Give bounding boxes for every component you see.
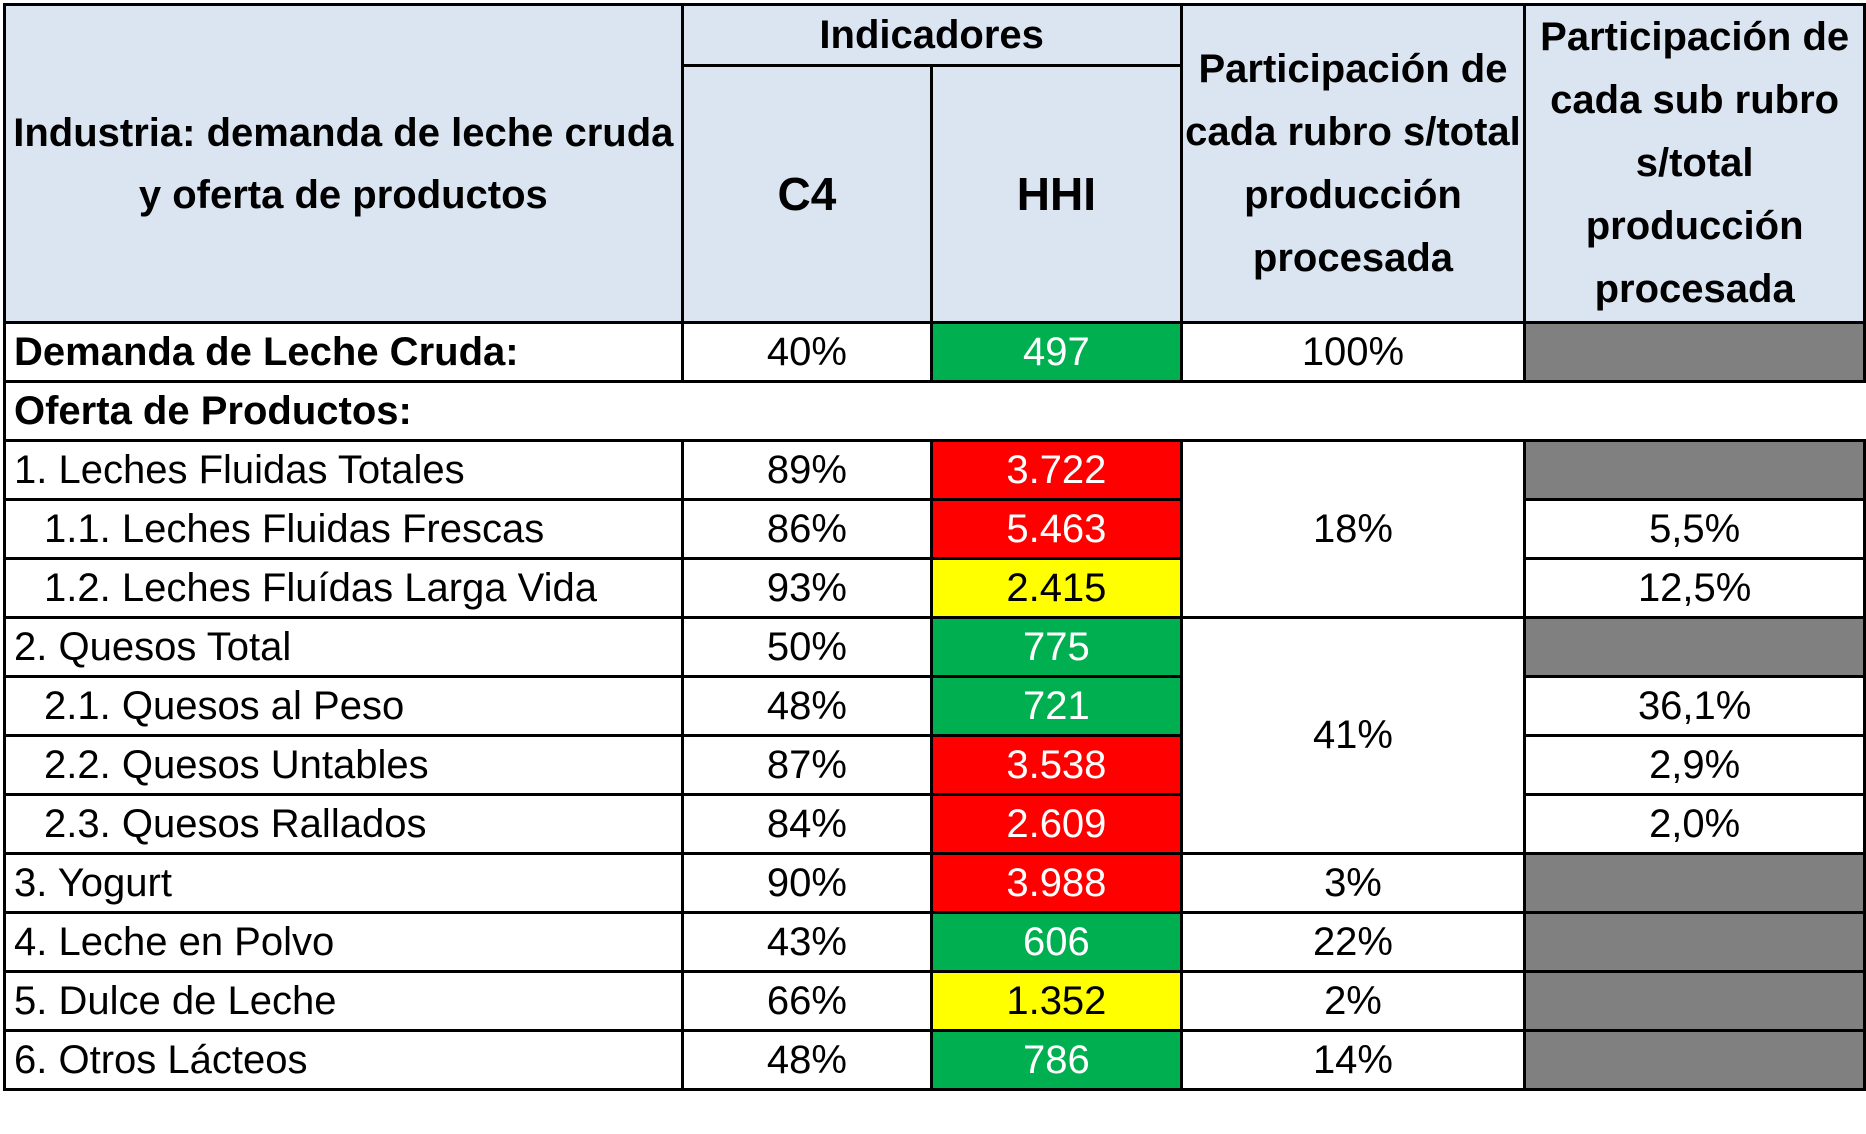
table-row: 2.1. Quesos al Peso 48% 721 36,1% [3,675,1866,737]
row-rubro: 2% [1179,970,1527,1032]
row-c4: 90% [680,852,934,914]
row-hhi: 5.463 [930,498,1183,560]
table-row: 1. Leches Fluidas Totales 89% 3.722 18% [3,439,1866,619]
row-subrubro: 36,1% [1523,675,1866,737]
row-subrubro-empty [1523,1029,1866,1091]
row-hhi: 786 [930,1029,1183,1091]
row-subrubro: 2,9% [1523,734,1866,796]
row-label: 2.2. Quesos Untables [3,734,684,796]
row-subrubro-empty [1523,970,1866,1032]
table-row: 3. Yogurt 90% 3.988 3% [3,852,1866,914]
group-rubro-leches: 18% [1179,439,1527,619]
table-row: 5. Dulce de Leche 66% 1.352 2% [3,970,1866,1032]
concentration-table: Industria: demanda de leche cruda y ofer… [3,2,1866,1091]
row-rubro: 14% [1179,1029,1527,1091]
demand-rubro: 100% [1179,321,1527,383]
table-row: 2.2. Quesos Untables 87% 3.538 2,9% [3,734,1866,796]
row-hhi: 721 [930,675,1183,737]
row-subrubro-empty [1523,616,1866,678]
row-label: 1. Leches Fluidas Totales [3,439,684,501]
row-label: 3. Yogurt [3,852,684,914]
table-row: 6. Otros Lácteos 48% 786 14% [3,1029,1866,1091]
row-c4: 84% [680,793,934,855]
row-c4: 93% [680,557,934,619]
row-hhi: 606 [930,911,1183,973]
demand-label: Demanda de Leche Cruda: [3,321,684,383]
header-row-bottom: C4 HHI [5,64,1865,324]
row-label: 1.1. Leches Fluidas Frescas [3,498,684,560]
row-c4: 43% [680,911,934,973]
table-row: 4. Leche en Polvo 43% 606 22% [3,911,1866,973]
row-subrubro: 2,0% [1523,793,1866,855]
row-hhi: 1.352 [930,970,1183,1032]
c4-header: C4 [680,64,934,324]
row-subrubro: 5,5% [1523,498,1866,560]
row-rubro: 3% [1179,852,1527,914]
row-label: 4. Leche en Polvo [3,911,684,973]
table-row: 2. Quesos Total 50% 775 41% [3,616,1866,855]
industry-header: Industria: demanda de leche cruda y ofer… [3,3,684,324]
row-c4: 48% [680,1029,934,1091]
subrubro-share-header: Participación de cada sub rubro s/total … [1523,3,1866,324]
rubro-share-header: Participación de cada rubro s/total prod… [1179,3,1527,324]
row-c4: 66% [680,970,934,1032]
demand-c4: 40% [680,321,934,383]
header-row-top: Industria: demanda de leche cruda y ofer… [3,2,1866,324]
row-label: 1.2. Leches Fluídas Larga Vida [3,557,684,619]
row-label: 2. Quesos Total [3,616,684,678]
row-label: 6. Otros Lácteos [3,1029,684,1091]
table-row: 1.1. Leches Fluidas Frescas 86% 5.463 5,… [3,498,1866,560]
row-c4: 50% [680,616,934,678]
row-subrubro-empty [1523,852,1866,914]
row-subrubro: 12,5% [1523,557,1866,619]
indicators-header: Indicadores [680,2,1183,68]
table-row: 1.2. Leches Fluídas Larga Vida 93% 2.415… [3,557,1866,619]
row-c4: 89% [680,439,934,501]
row-rubro: 22% [1179,911,1527,973]
row-c4: 87% [680,734,934,796]
row-hhi: 2.609 [930,793,1183,855]
section-label: Oferta de Productos: [3,380,1865,442]
hhi-header: HHI [930,64,1183,324]
row-label: 2.1. Quesos al Peso [3,675,684,737]
group-rubro-quesos: 41% [1179,616,1527,855]
row-subrubro-empty [1523,439,1866,501]
row-hhi: 3.988 [930,852,1183,914]
demand-row: Demanda de Leche Cruda: 40% 497 100% [3,321,1866,383]
section-row: Oferta de Productos: [3,380,1865,442]
row-label: 5. Dulce de Leche [3,970,684,1032]
row-hhi: 3.538 [930,734,1183,796]
demand-hhi: 497 [930,321,1183,383]
row-hhi: 775 [930,616,1183,678]
row-subrubro-empty [1523,911,1866,973]
row-c4: 86% [680,498,934,560]
table-row: 2.3. Quesos Rallados 84% 2.609 2,0% [3,793,1866,855]
row-c4: 48% [680,675,934,737]
demand-subrubro-empty [1523,321,1866,383]
row-hhi: 3.722 [930,439,1183,501]
row-label: 2.3. Quesos Rallados [3,793,684,855]
row-hhi: 2.415 [930,557,1183,619]
